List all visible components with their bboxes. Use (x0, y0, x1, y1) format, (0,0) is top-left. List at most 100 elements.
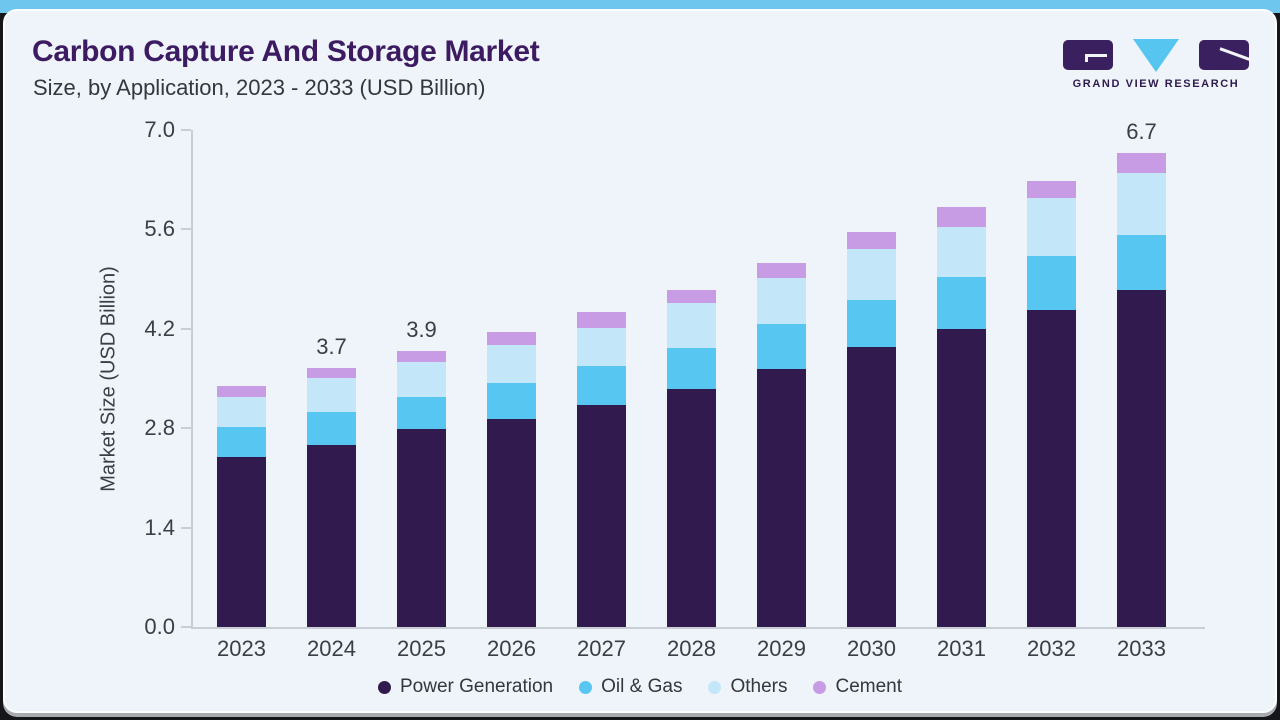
bar-2026 (487, 130, 536, 627)
y-tick-mark-1.4 (181, 526, 191, 529)
bar-segment-cement-2023 (217, 385, 266, 397)
x-tick-label-2032: 2032 (1027, 636, 1076, 661)
bar-segment-oil-gas-2026 (487, 382, 536, 419)
bar-segment-others-2029 (757, 278, 806, 324)
bar-segment-oil-gas-2029 (757, 323, 806, 370)
gvr-logo: GRAND VIEW RESEARCH (1063, 38, 1249, 90)
bar-2025 (397, 130, 446, 627)
legend-item-cement: Cement (813, 676, 902, 698)
bar-segment-others-2030 (847, 248, 896, 301)
legend-dot-icon-power-generation (377, 680, 391, 694)
bar-2023 (217, 130, 266, 627)
logo-r-block-icon (1199, 40, 1249, 70)
x-tick-label-2027: 2027 (577, 636, 626, 661)
bar-segment-oil-gas-2031 (937, 276, 986, 329)
legend-dot-icon-others (708, 680, 722, 694)
bar-segment-power-generation-2023 (217, 456, 266, 627)
legend: Power Generation Oil & Gas Others Cement (5, 676, 1275, 698)
x-tick-label-2024: 2024 (307, 636, 356, 661)
logo-g-block-icon (1063, 40, 1113, 70)
bar-segment-cement-2028 (667, 289, 716, 304)
y-axis-title: Market Size (USD Billion) (97, 265, 120, 492)
x-tick-label-2023: 2023 (217, 636, 266, 661)
bar-segment-cement-2027 (577, 312, 626, 329)
page-title: Carbon Capture And Storage Market (32, 35, 540, 68)
y-tick-mark-4.2 (181, 327, 191, 330)
bar-segment-others-2024 (307, 377, 356, 412)
bar-segment-power-generation-2028 (667, 389, 716, 627)
total-label-2025: 3.9 (406, 316, 437, 342)
bar-segment-power-generation-2029 (757, 369, 806, 627)
bar-segment-oil-gas-2027 (577, 366, 626, 405)
bar-segment-cement-2029 (757, 262, 806, 279)
bar-segment-cement-2033 (1117, 152, 1166, 173)
x-tick-label-2028: 2028 (667, 636, 716, 661)
x-tick-label-2031: 2031 (937, 636, 986, 661)
bar-2029 (757, 130, 806, 627)
y-tick-label-5.6: 5.6 (144, 216, 175, 242)
bar-2024 (307, 130, 356, 627)
bar-segment-cement-2025 (397, 350, 446, 363)
plot-area: Market Size (USD Billion) 0.0 1.4 2.8 4.2 5.… (98, 117, 1205, 661)
bar-segment-oil-gas-2030 (847, 300, 896, 347)
bar-segment-oil-gas-2028 (667, 347, 716, 390)
bar-segment-cement-2031 (937, 206, 986, 227)
legend-label-power-generation: Power Generation (399, 676, 554, 697)
y-tick-label-0.0: 0.0 (144, 614, 175, 639)
bar-segment-others-2026 (487, 345, 536, 383)
bar-2030 (847, 130, 896, 627)
y-tick-label-2.8: 2.8 (144, 415, 175, 441)
bar-segment-power-generation-2032 (1027, 309, 1076, 627)
logo-triangle-icon (1133, 38, 1179, 72)
bar-segment-power-generation-2033 (1117, 289, 1166, 627)
bar-2028 (667, 130, 716, 627)
legend-label-cement: Cement (835, 676, 903, 697)
bar-segment-others-2028 (667, 303, 716, 348)
bar-segment-others-2031 (937, 226, 986, 277)
bar-segment-power-generation-2030 (847, 346, 896, 627)
bar-segment-oil-gas-2033 (1117, 235, 1166, 290)
bar-2031 (937, 130, 986, 627)
bar-segment-cement-2030 (847, 231, 896, 249)
bar-segment-oil-gas-2025 (397, 396, 446, 429)
bar-segment-oil-gas-2024 (307, 411, 356, 445)
x-tick-label-2029: 2029 (757, 636, 806, 661)
legend-item-oil-gas: Oil & Gas (579, 676, 682, 698)
legend-item-others: Others (708, 676, 787, 698)
legend-label-oil-gas: Oil & Gas (601, 676, 683, 697)
bar-segment-others-2033 (1117, 172, 1166, 236)
y-tick-mark-2.8 (181, 427, 191, 430)
x-tick-label-2025: 2025 (397, 636, 446, 661)
legend-dot-icon-oil-gas (579, 680, 593, 694)
y-tick-label-7.0: 7.0 (144, 117, 175, 142)
gvr-logo-marks (1063, 38, 1249, 72)
y-tick-mark-0.0 (181, 626, 191, 628)
y-tick-mark-5.6 (181, 228, 191, 231)
bar-segment-power-generation-2024 (307, 444, 356, 627)
bar-segment-cement-2026 (487, 332, 536, 346)
y-tick-label-4.2: 4.2 (144, 315, 175, 341)
bar-segment-others-2023 (217, 396, 266, 427)
x-tick-label-2033: 2033 (1117, 636, 1166, 661)
chart-card: Carbon Capture And Storage Market Size, … (3, 9, 1277, 713)
total-label-2024: 3.7 (316, 333, 347, 359)
legend-dot-icon-cement (813, 680, 827, 694)
y-tick-mark-7.0 (181, 129, 191, 131)
x-tick-label-2026: 2026 (487, 636, 536, 661)
bar-segment-cement-2024 (307, 367, 356, 378)
bar-segment-power-generation-2025 (397, 428, 446, 627)
bar-segment-power-generation-2026 (487, 418, 536, 627)
bar-segment-oil-gas-2023 (217, 426, 266, 457)
legend-label-others: Others (730, 676, 788, 697)
total-label-2033: 6.7 (1126, 118, 1157, 144)
bar-segment-power-generation-2027 (577, 404, 626, 627)
bar-segment-others-2027 (577, 328, 626, 367)
bar-2032 (1027, 130, 1076, 627)
page-subtitle: Size, by Application, 2023 - 2033 (USD B… (33, 75, 486, 100)
bar-2033 (1117, 130, 1166, 627)
bar-2027 (577, 130, 626, 627)
bar-segment-power-generation-2031 (937, 328, 986, 627)
bar-segment-cement-2032 (1027, 181, 1076, 199)
x-tick-label-2030: 2030 (847, 636, 896, 661)
bar-segment-oil-gas-2032 (1027, 256, 1076, 310)
